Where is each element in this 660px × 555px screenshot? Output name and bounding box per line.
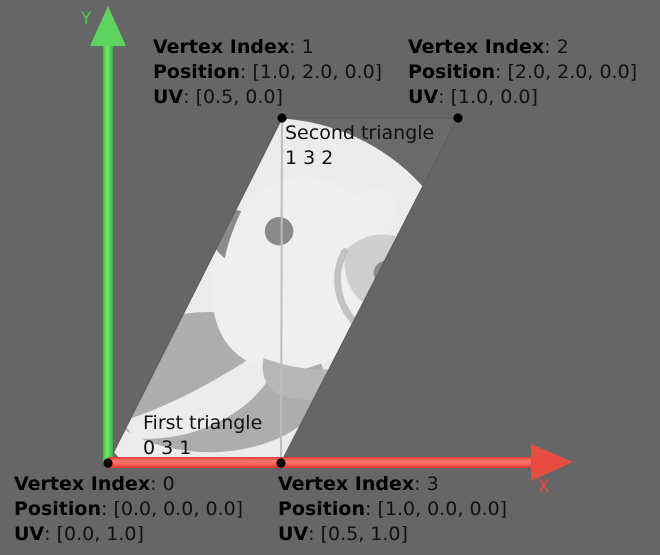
second-triangle-label: Second triangle 1 3 2: [285, 121, 434, 171]
vertex-1-position-value: [1.0, 2.0, 0.0]: [252, 61, 383, 83]
vertex-2-uv-value: [1.0, 0.0]: [450, 86, 538, 108]
first-triangle-name: First triangle: [143, 412, 263, 434]
vertex-2-index-value: 2: [556, 36, 569, 58]
vertex-0-uv-line: UV: [0.0, 1.0]: [14, 523, 144, 545]
vertex-0-index-value: 0: [162, 473, 175, 495]
vertex-2-uv-line: UV: [1.0, 0.0]: [408, 86, 538, 108]
vertex-2-index-key: Vertex Index: [408, 36, 545, 58]
vertex-0-index-key: Vertex Index: [14, 473, 151, 495]
y-axis-arrowhead: [90, 6, 126, 46]
y-axis-label: Y: [81, 9, 92, 29]
vertex-dot-0[interactable]: [103, 458, 113, 468]
vertex-3-position-line: Position: [1.0, 0.0, 0.0]: [278, 498, 508, 520]
vertex-1-position-line: Position: [1.0, 2.0, 0.0]: [153, 61, 383, 83]
vertex-1-index-value: 1: [301, 36, 314, 58]
vertex-1-index-key: Vertex Index: [153, 36, 290, 58]
x-axis-arrowhead: [531, 444, 573, 481]
vertex-1-position-key: Position: [153, 61, 240, 83]
vertex-3-index-line: Vertex Index: 3: [278, 473, 439, 495]
x-axis-shaft: [108, 457, 538, 468]
x-axis: [108, 444, 573, 481]
vertex-0-position-line: Position: [0.0, 0.0, 0.0]: [14, 498, 244, 520]
vertex-2-position-key: Position: [408, 61, 495, 83]
second-triangle-indices: 1 3 2: [285, 147, 334, 169]
vertex-2-uv-key: UV: [408, 86, 439, 108]
first-triangle-indices: 0 3 1: [143, 437, 192, 459]
vertex-3-index-value: 3: [426, 473, 439, 495]
vertex-label-2: Vertex Index: 2 Position: [2.0, 2.0, 0.0…: [408, 35, 637, 110]
vertex-0-uv-key: UV: [14, 523, 45, 545]
x-axis-label: X: [538, 477, 550, 497]
vertex-1-uv-value: [0.5, 0.0]: [195, 86, 283, 108]
y-axis: [90, 6, 126, 464]
vertex-1-uv-line: UV: [0.5, 0.0]: [153, 86, 283, 108]
vertex-dot-1[interactable]: [277, 113, 287, 123]
vertex-0-index-line: Vertex Index: 0: [14, 473, 175, 495]
vertex-0-position-value: [0.0, 0.0, 0.0]: [113, 498, 244, 520]
second-triangle-name: Second triangle: [285, 122, 435, 144]
vertex-dot-2[interactable]: [453, 113, 463, 123]
vertex-2-position-line: Position: [2.0, 2.0, 0.0]: [408, 61, 638, 83]
vertex-label-3: Vertex Index: 3 Position: [1.0, 0.0, 0.0…: [278, 472, 507, 547]
vertex-0-uv-value: [0.0, 1.0]: [56, 523, 144, 545]
vertex-1-uv-key: UV: [153, 86, 184, 108]
vertex-0-position-key: Position: [14, 498, 101, 520]
vertex-3-position-value: [1.0, 0.0, 0.0]: [377, 498, 508, 520]
vertex-2-index-line: Vertex Index: 2: [408, 36, 569, 58]
vertex-label-0: Vertex Index: 0 Position: [0.0, 0.0, 0.0…: [14, 472, 243, 547]
vertex-dot-3[interactable]: [276, 458, 286, 468]
vertex-1-index-line: Vertex Index: 1: [153, 36, 314, 58]
vertex-3-uv-line: UV: [0.5, 1.0]: [278, 523, 408, 545]
vertex-3-uv-value: [0.5, 1.0]: [320, 523, 408, 545]
first-triangle-label: First triangle 0 3 1: [143, 411, 262, 461]
vertex-label-1: Vertex Index: 1 Position: [1.0, 2.0, 0.0…: [153, 35, 382, 110]
vertex-3-uv-key: UV: [278, 523, 309, 545]
vertex-3-index-key: Vertex Index: [278, 473, 415, 495]
vertex-3-position-key: Position: [278, 498, 365, 520]
vertex-2-position-value: [2.0, 2.0, 0.0]: [507, 61, 638, 83]
shared-edge-line: [280, 117, 283, 464]
y-axis-shaft: [103, 30, 113, 464]
